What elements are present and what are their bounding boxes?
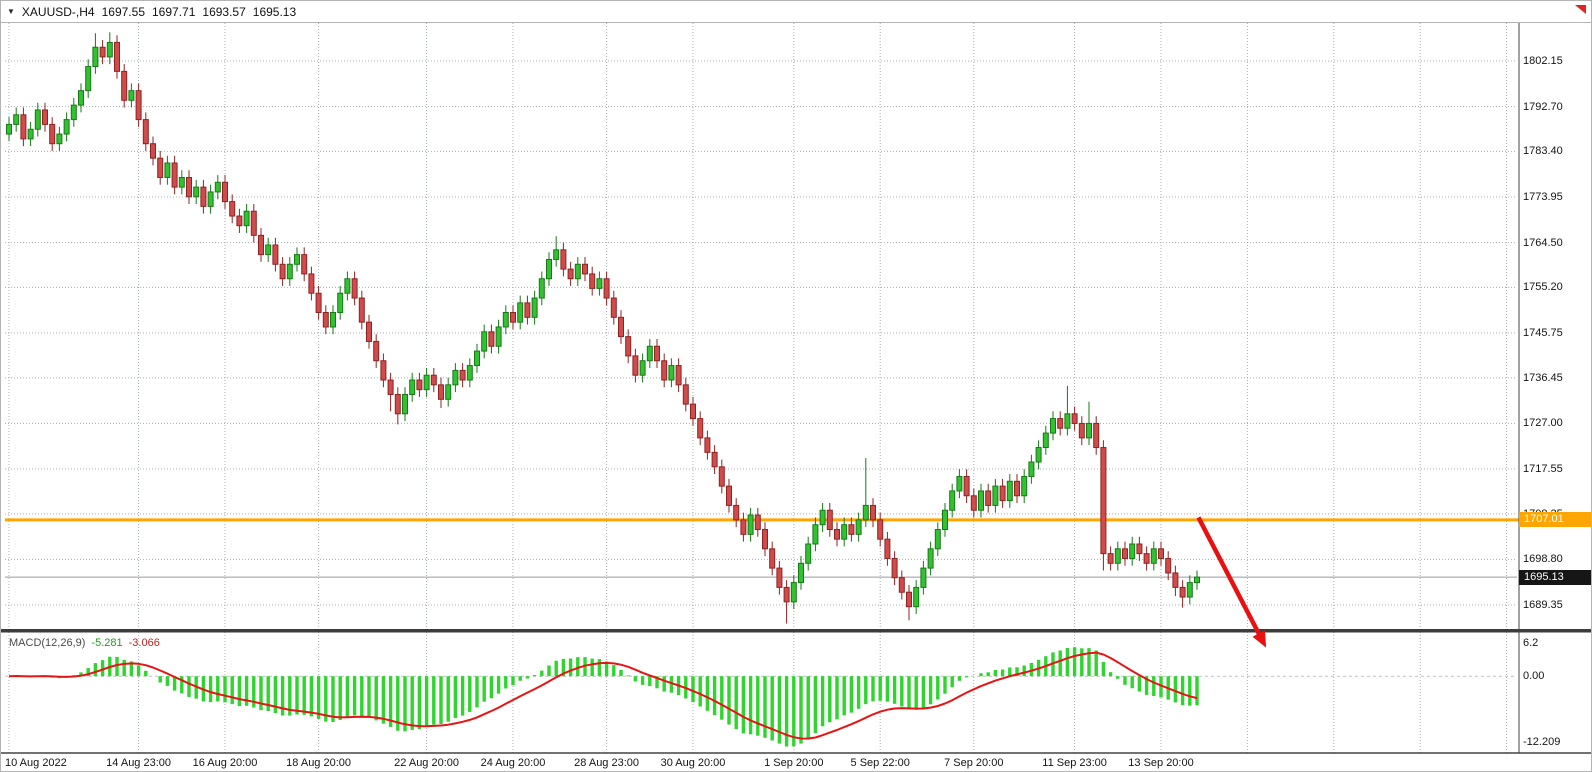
date-axis-label: 24 Aug 20:00 <box>480 757 546 769</box>
price-axis-label: 1783.40 <box>1523 145 1563 158</box>
macd-signal-value: -3.066 <box>128 637 160 649</box>
pane-separator[interactable] <box>1 629 1592 633</box>
macd-axis-label: 0.00 <box>1523 670 1545 683</box>
macd-histogram <box>14 647 1199 747</box>
date-axis-label: 1 Sep 20:00 <box>764 757 824 769</box>
symbol-dropdown-icon[interactable]: ▼ <box>7 7 15 16</box>
ohlc-low: 1693.57 <box>202 5 246 19</box>
candlesticks <box>6 32 1200 624</box>
price-axis-label: 1802.15 <box>1523 55 1563 67</box>
price-axis-label: 1689.35 <box>1523 599 1563 611</box>
price-axis-label: 1745.75 <box>1523 327 1563 339</box>
macd-axis-label: -12.209 <box>1523 736 1561 749</box>
date-axis-label: 7 Sep 20:00 <box>944 757 1004 769</box>
macd-axis-label: 6.2 <box>1523 636 1539 649</box>
price-axis-label: 1698.80 <box>1523 553 1563 566</box>
date-axis-label: 18 Aug 20:00 <box>286 757 352 769</box>
macd-name: MACD(12,26,9) <box>9 637 86 649</box>
trend-arrow-line[interactable] <box>1196 516 1264 641</box>
date-axis-label: 22 Aug 20:00 <box>394 757 460 769</box>
price-axis-label: 1717.55 <box>1523 463 1563 475</box>
ohlc-high: 1697.71 <box>152 5 196 19</box>
date-axis-label: 14 Aug 23:00 <box>106 757 172 769</box>
macd-signal-line <box>8 651 1198 740</box>
date-axis-label: 11 Sep 23:00 <box>1042 757 1107 769</box>
date-axis-label: 16 Aug 20:00 <box>192 757 258 769</box>
macd-main-value: -5.281 <box>91 637 123 649</box>
chart-corner-marker-icon <box>1575 5 1586 14</box>
date-axis-label: 13 Sep 20:00 <box>1128 757 1194 769</box>
date-axis-label: 5 Sep 22:00 <box>850 757 910 769</box>
hline-price-badge[interactable]: 1707.01 <box>1519 512 1591 528</box>
price-axis-label: 1736.45 <box>1523 371 1563 384</box>
trend-arrow-head[interactable] <box>1252 630 1267 648</box>
current-price-badge: 1695.13 <box>1519 569 1591 585</box>
symbol-header: ▼ XAUUSD-,H4 1697.55 1697.71 1693.57 169… <box>7 5 296 19</box>
date-axis-label: 10 Aug 2022 <box>5 757 67 769</box>
ohlc-open: 1697.55 <box>101 5 145 19</box>
date-axis-label: 28 Aug 23:00 <box>574 757 640 769</box>
price-axis-label: 1773.95 <box>1523 191 1563 203</box>
symbol-timeframe-label: XAUUSD-,H4 <box>21 5 95 19</box>
price-axis-label: 1755.20 <box>1523 281 1563 294</box>
macd-indicator-label: MACD(12,26,9) -5.281 -3.066 <box>9 637 160 649</box>
price-axis-label: 1792.70 <box>1523 100 1563 113</box>
date-axis-label: 30 Aug 20:00 <box>660 757 726 769</box>
ohlc-close: 1695.13 <box>252 5 297 19</box>
price-axis-label: 1764.50 <box>1523 236 1563 249</box>
grid <box>5 23 1517 753</box>
price-axis-label: 1727.00 <box>1523 417 1563 430</box>
